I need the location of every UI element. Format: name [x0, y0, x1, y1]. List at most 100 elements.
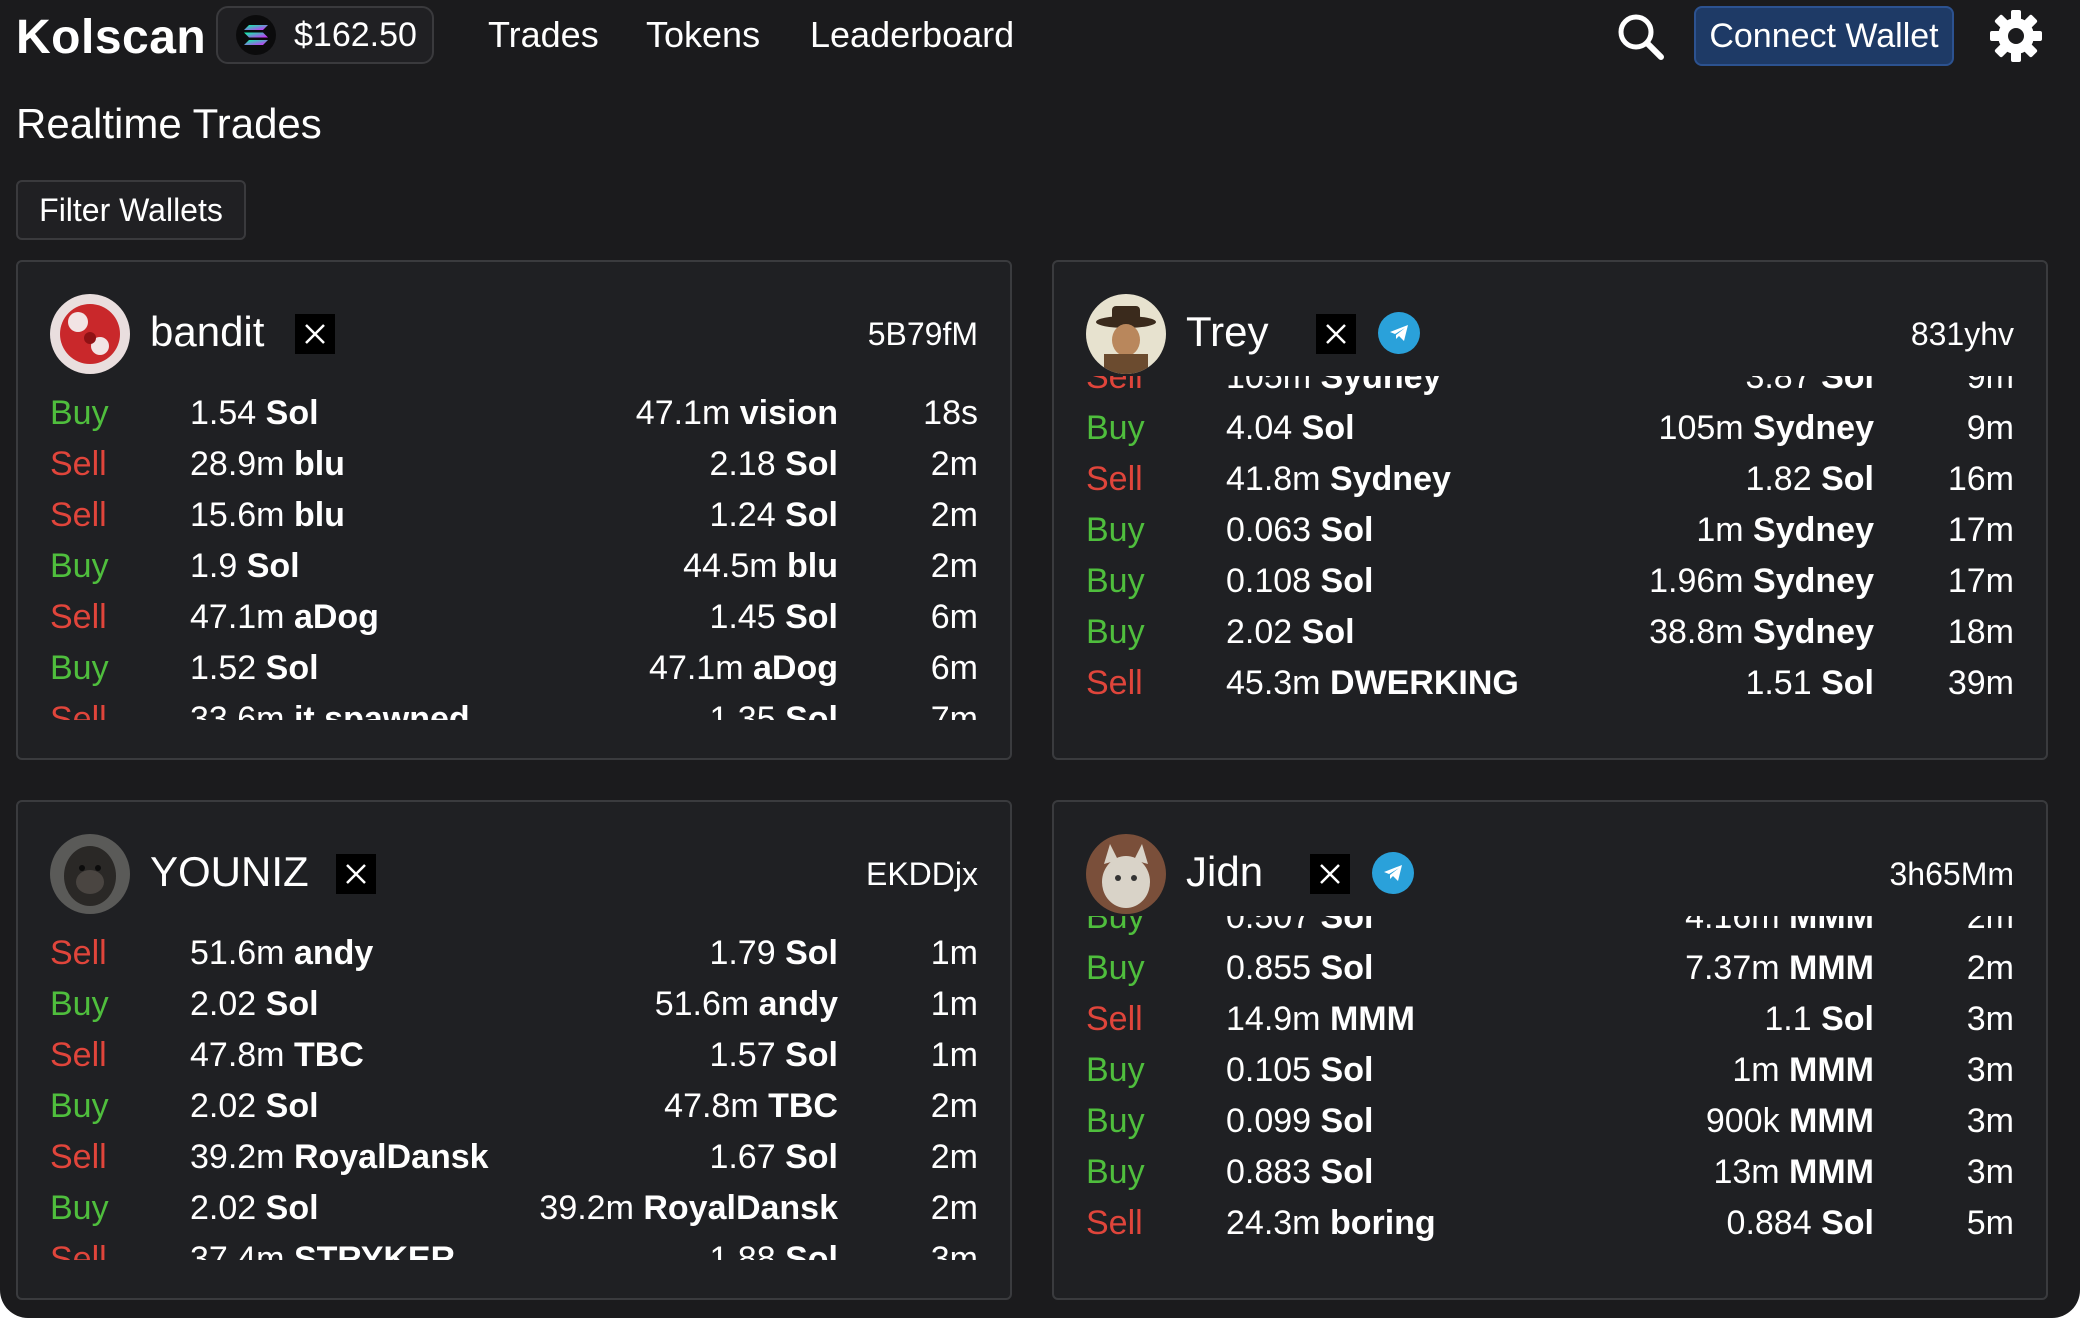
token-symbol[interactable]: Sol	[1320, 511, 1374, 549]
token-symbol[interactable]: Sol	[1320, 562, 1374, 600]
token-symbol[interactable]: Sol	[1320, 949, 1374, 987]
x-social-icon[interactable]	[336, 854, 376, 894]
token-symbol[interactable]: vision	[739, 394, 838, 432]
token-symbol[interactable]: MMM	[1329, 1000, 1415, 1038]
token-symbol[interactable]: andy	[293, 934, 374, 972]
token-symbol[interactable]: Sydney	[1753, 511, 1874, 549]
trade-row[interactable]: Buy 1.52 Sol 47.1m aDog 6m	[50, 645, 978, 696]
trade-row[interactable]: Buy 0.855 Sol 7.37m MMM 2m	[1086, 945, 2014, 996]
token-symbol[interactable]: Sol	[1301, 409, 1355, 447]
token-symbol[interactable]: Sydney	[1329, 460, 1451, 498]
token-symbol[interactable]: Sol	[265, 1189, 319, 1227]
avatar-trey[interactable]	[1086, 294, 1166, 374]
telegram-icon[interactable]	[1372, 852, 1414, 894]
trade-row[interactable]: Sell 41.8m Sydney 1.82 Sol 16m	[1086, 456, 2014, 507]
token-symbol[interactable]: boring	[1329, 1204, 1436, 1242]
trader-name[interactable]: Jidn	[1186, 848, 1264, 895]
token-symbol[interactable]: Sol	[265, 649, 319, 687]
trade-row[interactable]: Buy 0.063 Sol 1m Sydney 17m	[1086, 507, 2014, 558]
trade-row[interactable]: Sell 28.9m blu 2.18 Sol 2m	[50, 441, 978, 492]
token-symbol[interactable]: Sol	[1821, 460, 1874, 498]
token-symbol[interactable]: Sol	[1301, 613, 1355, 651]
token-symbol[interactable]: Sol	[1821, 1204, 1874, 1242]
token-symbol[interactable]: MMM	[1789, 916, 1874, 936]
token-symbol[interactable]: Sol	[1320, 1051, 1374, 1089]
token-symbol[interactable]: Sol	[785, 598, 838, 636]
trade-row[interactable]: Sell 39.2m RoyalDansk 1.67 Sol 2m	[50, 1134, 978, 1185]
avatar-youniz[interactable]	[50, 834, 130, 914]
token-symbol[interactable]: andy	[758, 985, 838, 1023]
token-symbol[interactable]: Sydney	[1753, 613, 1874, 651]
trade-row[interactable]: Buy 0.099 Sol 900k MMM 3m	[1086, 1098, 2014, 1149]
trade-row[interactable]: Buy 2.02 Sol 47.8m TBC 2m	[50, 1083, 978, 1134]
trade-row[interactable]: Buy 0.105 Sol 1m MMM 3m	[1086, 1047, 2014, 1098]
trade-row[interactable]: Sell 33.6m it spawned 1.35 Sol 7m	[50, 696, 978, 720]
token-symbol[interactable]: RoyalDansk	[643, 1189, 838, 1227]
telegram-icon[interactable]	[1378, 312, 1420, 354]
avatar-jidn[interactable]	[1086, 834, 1166, 914]
token-symbol[interactable]: Sol	[785, 934, 838, 972]
token-symbol[interactable]: Sol	[246, 547, 300, 585]
trade-row[interactable]: Sell 47.8m TBC 1.57 Sol 1m	[50, 1032, 978, 1083]
x-social-icon[interactable]	[295, 314, 335, 354]
token-symbol[interactable]: Sol	[1320, 1102, 1374, 1140]
trade-row[interactable]: Buy 2.02 Sol 51.6m andy 1m	[50, 981, 978, 1032]
token-symbol[interactable]: aDog	[753, 649, 838, 687]
trade-row[interactable]: Buy 1.9 Sol 44.5m blu 2m	[50, 543, 978, 594]
nav-tokens[interactable]: Tokens	[646, 14, 761, 55]
trade-row[interactable]: Buy 0.883 Sol 13m MMM 3m	[1086, 1149, 2014, 1200]
trade-row[interactable]: Buy 4.04 Sol 105m Sydney 9m	[1086, 405, 2014, 456]
trade-row[interactable]: Sell 51.6m andy 1.79 Sol 1m	[50, 930, 978, 981]
token-symbol[interactable]: blu	[293, 445, 345, 483]
trade-row[interactable]: Sell 37.4m STRYKER 1.88 Sol 3m	[50, 1236, 978, 1260]
token-symbol[interactable]: Sol	[265, 1087, 319, 1125]
token-symbol[interactable]: Sol	[785, 445, 838, 483]
token-symbol[interactable]: Sydney	[1753, 409, 1874, 447]
token-symbol[interactable]: aDog	[293, 598, 379, 636]
token-symbol[interactable]: it spawned	[293, 700, 470, 720]
trade-row[interactable]: Buy 0.507 Sol 4.16m MMM 2m	[1086, 916, 2014, 945]
trade-row[interactable]: Sell 14.9m MMM 1.1 Sol 3m	[1086, 996, 2014, 1047]
token-symbol[interactable]: Sol	[1320, 1153, 1374, 1191]
trader-name[interactable]: Trey	[1186, 308, 1269, 355]
x-social-icon[interactable]	[1310, 854, 1350, 894]
token-symbol[interactable]: Sol	[785, 700, 838, 720]
wallet-address[interactable]: 3h65Mm	[1889, 856, 2015, 892]
token-symbol[interactable]: blu	[787, 547, 838, 585]
token-symbol[interactable]: Sol	[1320, 916, 1374, 936]
nav-trades[interactable]: Trades	[488, 14, 599, 55]
trade-row[interactable]: Sell 47.1m aDog 1.45 Sol 6m	[50, 594, 978, 645]
trade-row[interactable]: Buy 2.02 Sol 39.2m RoyalDansk 2m	[50, 1185, 978, 1236]
trade-row[interactable]: Buy 0.108 Sol 1.96m Sydney 17m	[1086, 558, 2014, 609]
token-symbol[interactable]: blu	[293, 496, 345, 534]
token-symbol[interactable]: Sol	[265, 985, 319, 1023]
filter-wallets-button[interactable]: Filter Wallets	[16, 180, 246, 240]
trade-row[interactable]: Sell 45.3m DWERKING 1.51 Sol 39m	[1086, 660, 2014, 711]
search-button[interactable]	[1612, 8, 1668, 64]
wallet-address[interactable]: 831yhv	[1910, 316, 2014, 352]
token-symbol[interactable]: STRYKER	[293, 1240, 456, 1260]
token-symbol[interactable]: DWERKING	[1329, 664, 1519, 702]
token-symbol[interactable]: TBC	[768, 1087, 838, 1125]
trade-row[interactable]: Sell 15.6m blu 1.24 Sol 2m	[50, 492, 978, 543]
nav-leaderboard[interactable]: Leaderboard	[810, 14, 1015, 55]
token-symbol[interactable]: Sydney	[1753, 562, 1874, 600]
token-symbol[interactable]: MMM	[1789, 1102, 1874, 1140]
trade-row[interactable]: Sell 105m Sydney 3.87 Sol 9m	[1086, 376, 2014, 405]
token-symbol[interactable]: Sol	[785, 1036, 838, 1074]
token-symbol[interactable]: MMM	[1789, 949, 1874, 987]
token-symbol[interactable]: Sol	[1821, 664, 1874, 702]
token-symbol[interactable]: Sol	[785, 1240, 838, 1260]
token-symbol[interactable]: Sol	[1821, 1000, 1874, 1038]
token-symbol[interactable]: MMM	[1789, 1153, 1874, 1191]
trade-row[interactable]: Sell 24.3m boring 0.884 Sol 5m	[1086, 1200, 2014, 1251]
token-symbol[interactable]: Sol	[265, 394, 319, 432]
avatar-bandit[interactable]	[50, 294, 130, 374]
sol-price-pill[interactable]: $162.50	[216, 6, 434, 64]
brand-logo[interactable]: Kolscan	[16, 11, 207, 64]
x-social-icon[interactable]	[1316, 314, 1356, 354]
token-symbol[interactable]: Sydney	[1320, 376, 1442, 396]
trade-row[interactable]: Buy 1.54 Sol 47.1m vision 18s	[50, 390, 978, 441]
wallet-address[interactable]: 5B79fM	[867, 316, 978, 352]
token-symbol[interactable]: TBC	[293, 1036, 364, 1074]
